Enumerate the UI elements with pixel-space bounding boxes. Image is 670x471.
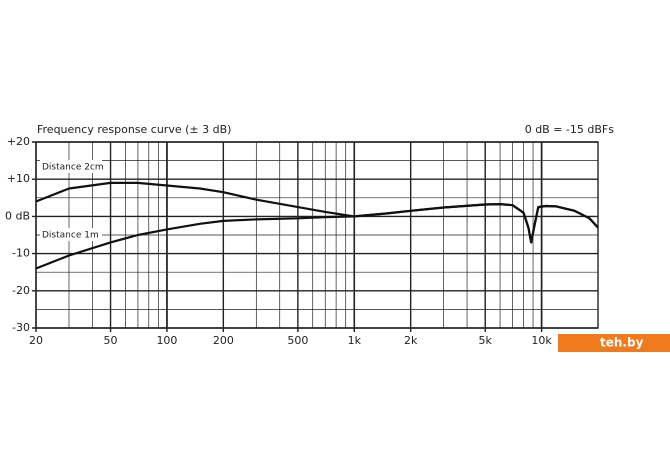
x-tick-label: 2k [404, 334, 418, 347]
legend-bg [40, 160, 102, 173]
series-line [35, 181, 599, 244]
x-tick-label: 200 [213, 334, 234, 347]
y-tick-label: +10 [7, 172, 30, 185]
y-tick-label: -10 [12, 247, 30, 260]
y-tick-label: -30 [12, 321, 30, 334]
y-tick-label: 0 dB [5, 209, 30, 222]
x-tick-label: 500 [287, 334, 308, 347]
x-tick-label: 5k [479, 334, 493, 347]
x-tick-label: 1k [348, 334, 362, 347]
legend-bg [40, 228, 102, 241]
series-line [35, 203, 599, 270]
legend-label: Distance 2cm [42, 163, 104, 173]
y-tick-label: +20 [7, 135, 30, 148]
x-tick-label: 10k [531, 334, 552, 347]
x-tick-label: 20 [29, 334, 43, 347]
legend-label: Distance 1m [42, 231, 99, 241]
x-tick-label: 100 [156, 334, 177, 347]
y-tick-label: -20 [12, 284, 30, 297]
x-tick-label: 50 [104, 334, 118, 347]
watermark-box [558, 334, 670, 352]
chart-title: Frequency response curve (± 3 dB) [37, 123, 231, 136]
watermark: teh.by [600, 336, 644, 350]
plot-frame [35, 141, 599, 329]
chart-subtitle: 0 dB = -15 dBFs [525, 123, 615, 136]
